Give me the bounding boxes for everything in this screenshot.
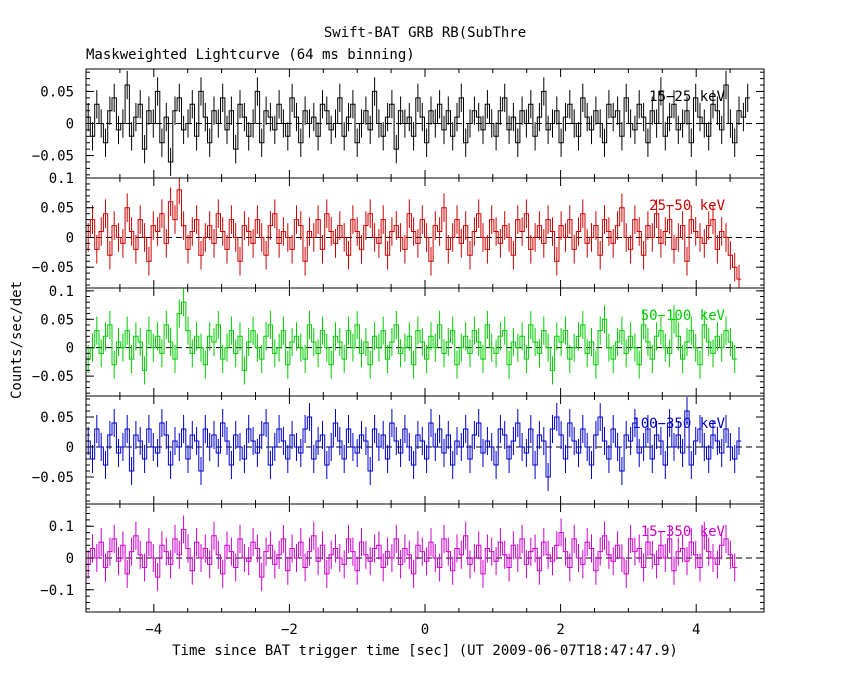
series-group	[86, 396, 742, 492]
series-group	[86, 515, 737, 592]
y-tick-label: 0.05	[40, 410, 74, 426]
y-tick-label: −0.05	[32, 149, 74, 165]
series-group	[86, 178, 742, 288]
y-tick-label: 0	[66, 230, 74, 246]
x-tick-label: −4	[145, 622, 162, 638]
y-tick-label: 0	[66, 117, 74, 133]
y-tick-label: 0	[66, 341, 74, 357]
band-label: 25−50 keV	[649, 198, 725, 214]
y-tick-label: 0.1	[49, 519, 74, 535]
series-step-line	[86, 410, 742, 478]
y-tick-label: −0.1	[40, 583, 74, 599]
y-tick-label: −0.05	[32, 260, 74, 276]
band-label: 50−100 keV	[641, 308, 726, 324]
x-tick-label: 2	[556, 622, 564, 638]
y-tick-label: 0	[66, 551, 74, 567]
panel: −0.05 0 0.05 0.1 50−100 keV	[32, 284, 765, 397]
chart-subtitle: Maskweighted Lightcurve (64 ms binning)	[86, 47, 415, 63]
y-axis-label: Counts/sec/det	[9, 281, 25, 399]
series-step-line	[86, 528, 737, 578]
x-tick-label: 0	[421, 622, 429, 638]
panel: −0.05 0 0.05 0.1 25−50 keV	[32, 171, 765, 289]
y-tick-label: 0.05	[40, 84, 74, 100]
band-label: 15−25 keV	[649, 89, 725, 105]
panels-group: −0.05 0 0.05 15−25 keV −0.05 0 0.05 0.1 25−50 ke…	[32, 68, 765, 638]
series-group	[86, 288, 737, 385]
y-tick-label: 0.1	[49, 284, 74, 300]
band-label: 100−350 keV	[632, 416, 725, 432]
series-step-line	[86, 84, 750, 163]
y-tick-label: 0.1	[49, 171, 74, 187]
series-step-line	[86, 189, 742, 280]
band-label: 15−350 keV	[641, 524, 726, 540]
x-axis-label: Time since BAT trigger time [sec] (UT 20…	[172, 643, 678, 659]
chart-title: Swift-BAT GRB RB(SubThre	[324, 25, 526, 41]
y-tick-label: −0.05	[32, 369, 74, 385]
x-tick-label: −2	[281, 622, 298, 638]
panel: −0.05 0 0.05 100−350 keV	[32, 395, 765, 505]
series-step-line	[86, 301, 737, 371]
panel: −0.05 0 0.05 15−25 keV	[32, 68, 765, 179]
y-tick-label: −0.05	[32, 470, 74, 486]
y-tick-label: 0	[66, 440, 74, 456]
series-group	[86, 70, 750, 177]
y-tick-label: 0.05	[40, 201, 74, 217]
x-tick-label: 4	[692, 622, 700, 638]
panel: −0.1 0 0.1 15−350 keV	[40, 503, 765, 613]
y-tick-label: 0.05	[40, 312, 74, 328]
